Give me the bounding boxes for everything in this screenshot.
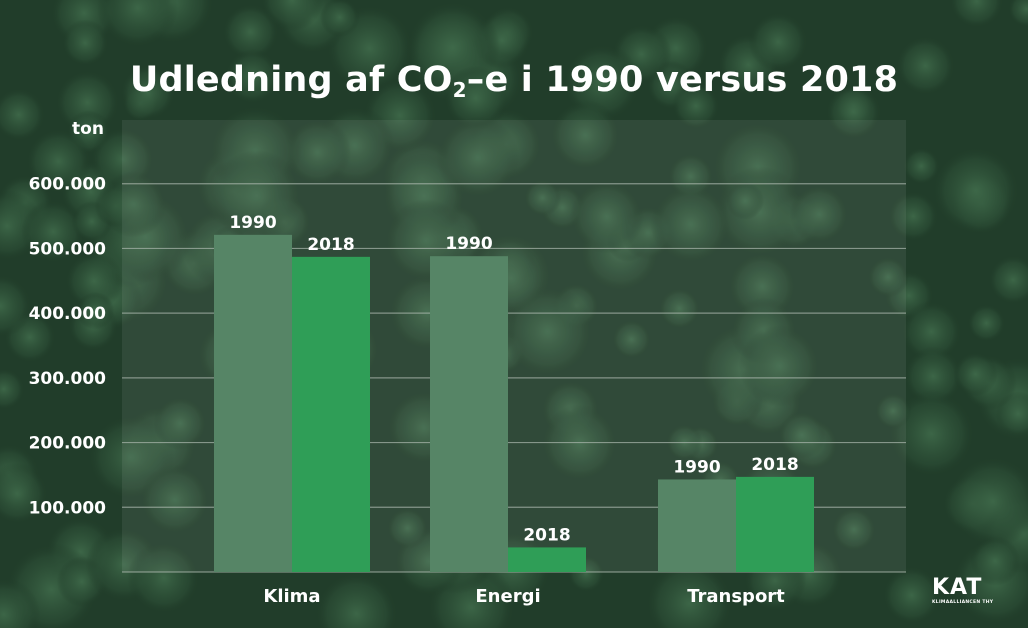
tree-texture — [283, 118, 352, 187]
tree-texture — [0, 87, 46, 142]
tree-texture — [127, 541, 201, 615]
y-tick-label: 300.000 — [29, 369, 107, 389]
y-tick-label: 100.000 — [29, 498, 107, 518]
bar-label: 2018 — [307, 235, 354, 255]
bar-label: 2018 — [523, 525, 570, 545]
x-tick-label: Transport — [687, 586, 785, 607]
bar-label: 2018 — [751, 455, 798, 475]
tree-texture — [748, 12, 809, 72]
tree-texture — [224, 48, 280, 105]
tree-texture — [789, 184, 849, 244]
tree-texture — [777, 411, 826, 460]
tree-texture — [260, 0, 324, 32]
tree-texture — [874, 392, 912, 430]
tree-texture — [97, 0, 178, 49]
bar-label: 1990 — [445, 234, 492, 254]
bar-transport-2018 — [736, 476, 814, 572]
tree-texture — [76, 291, 115, 330]
tree-texture — [726, 182, 765, 220]
tree-texture — [895, 35, 956, 96]
bar-energi-2018 — [508, 547, 586, 572]
tree-texture — [671, 81, 720, 130]
tree-texture — [119, 64, 176, 121]
bar-klima-1990 — [214, 234, 292, 573]
y-tick-label: 500.000 — [29, 239, 107, 259]
tree-texture — [314, 571, 399, 628]
tree-texture — [443, 65, 509, 131]
tree-texture — [831, 507, 877, 552]
tree-texture — [549, 99, 621, 171]
tree-texture — [882, 565, 942, 625]
tree-texture — [903, 346, 963, 407]
y-tick-label: 200.000 — [29, 434, 107, 454]
tree-texture — [867, 256, 909, 298]
x-tick-label: Energi — [475, 586, 540, 607]
logo-word: KAT — [932, 575, 983, 600]
tree-texture — [1007, 0, 1028, 28]
tree-texture — [738, 324, 821, 408]
tree-texture — [0, 274, 32, 338]
tree-texture — [967, 304, 1006, 343]
tree-texture — [386, 507, 429, 549]
bar-label: 1990 — [229, 213, 276, 233]
tree-texture — [947, 455, 1028, 548]
tree-texture — [211, 150, 303, 242]
tree-texture — [887, 190, 939, 242]
tree-texture — [21, 199, 86, 264]
y-tick-label: 400.000 — [29, 304, 107, 324]
tree-texture — [0, 368, 25, 411]
tree-texture — [320, 0, 360, 38]
tree-texture — [658, 287, 701, 330]
chart-title: Udledning af CO2–e i 1990 versus 2018 — [129, 60, 899, 102]
tree-texture — [569, 179, 644, 254]
bar-transport-1990 — [658, 479, 736, 572]
tree-texture — [25, 128, 92, 195]
tree-texture — [523, 179, 562, 217]
tree-texture — [139, 464, 210, 536]
logo-subtitle: KLIMAALLIANCEN THY — [932, 600, 994, 605]
tree-texture — [953, 351, 998, 397]
y-tick-label: 600.000 — [29, 175, 107, 195]
tree-texture — [650, 184, 731, 265]
tree-texture — [61, 19, 109, 67]
tree-texture — [970, 536, 1021, 586]
data-labels: 1990 2018 1990 2018 1990 2018 — [229, 213, 798, 546]
tree-texture — [900, 301, 963, 363]
tree-texture — [64, 251, 124, 311]
tree-texture — [436, 116, 520, 200]
axis-labels: ton 100.000 200.000 300.000 400.000 500.000 6… — [29, 119, 786, 607]
bar-klima-2018 — [292, 256, 370, 572]
tree-texture — [949, 0, 1005, 29]
tree-texture — [902, 147, 940, 185]
tree-texture — [0, 462, 49, 525]
bars — [214, 234, 814, 573]
kat-logo: KAT KLIMAALLIANCEN THY — [932, 576, 1018, 606]
bar-label: 1990 — [673, 457, 720, 477]
tree-texture — [611, 319, 652, 359]
tree-texture — [825, 83, 882, 141]
tree-texture — [931, 146, 1021, 236]
tree-texture — [540, 404, 619, 483]
tree-texture — [988, 254, 1028, 305]
tree-texture — [221, 3, 280, 61]
bar-energi-1990 — [430, 256, 508, 572]
tree-texture — [153, 396, 208, 451]
x-tick-label: Klima — [263, 586, 320, 607]
tree-texture — [100, 171, 167, 238]
tree-texture — [645, 559, 734, 628]
y-axis-label: ton — [72, 119, 104, 139]
tree-texture — [0, 577, 41, 628]
